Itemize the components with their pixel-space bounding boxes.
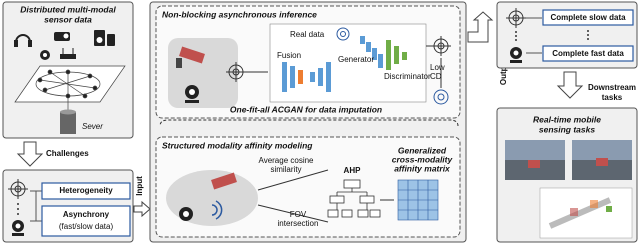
target-icon bbox=[433, 89, 449, 105]
output-item: Complete fast data bbox=[552, 49, 624, 58]
challenge-box bbox=[41, 205, 131, 237]
output-box bbox=[542, 45, 634, 62]
target-icon bbox=[506, 8, 526, 28]
challenge-item: Asynchrony bbox=[63, 210, 110, 219]
camera-icon bbox=[176, 46, 205, 68]
webcam-icon bbox=[179, 207, 193, 221]
gan-label: Discriminator bbox=[384, 72, 431, 81]
target-icon bbox=[8, 179, 28, 199]
detection-plot bbox=[539, 187, 633, 239]
sensor-blob bbox=[168, 38, 238, 108]
section-title: Non-blocking asynchronous inference bbox=[162, 9, 317, 19]
webcam-icon bbox=[12, 220, 24, 236]
diagram: Distributed multi-modal sensor data Seve… bbox=[2, 1, 638, 243]
section-title: Structured modality affinity modeling bbox=[162, 140, 313, 150]
downstream-label: tasks bbox=[602, 93, 623, 102]
connector bbox=[257, 169, 329, 191]
down-arrow bbox=[556, 71, 584, 99]
right-arrow bbox=[133, 200, 151, 218]
bracket bbox=[30, 190, 42, 222]
output-arrow bbox=[467, 11, 494, 43]
hierarchy-icon bbox=[327, 179, 381, 218]
gan-label: Fusion bbox=[277, 51, 301, 60]
dots bbox=[17, 203, 19, 215]
affinity-label: affinity matrix bbox=[394, 163, 451, 173]
gan-label: Low bbox=[430, 63, 445, 72]
affinity-label: Average cosine bbox=[259, 156, 315, 165]
gan-label: CD bbox=[430, 72, 442, 81]
challenge-item: Heterogeneity bbox=[59, 186, 113, 195]
dots bbox=[587, 30, 589, 40]
affinity-label: Generalized bbox=[398, 145, 447, 155]
webcam-icon bbox=[185, 85, 199, 103]
target-icon bbox=[431, 36, 451, 56]
affinity-label: intersection bbox=[278, 219, 319, 228]
output-label: Output bbox=[499, 59, 508, 86]
affinity-label: FOV bbox=[290, 210, 307, 219]
output-box bbox=[542, 9, 634, 26]
challenges-label: Challenges bbox=[46, 149, 89, 158]
output-item: Complete slow data bbox=[550, 13, 626, 22]
affinity-label: AHP bbox=[344, 166, 362, 175]
panel-title: Distributed multi-modal bbox=[20, 4, 116, 14]
down-arrow bbox=[16, 141, 44, 167]
downstream-label: Downstream bbox=[588, 83, 636, 92]
affinity-label: similarity bbox=[270, 165, 301, 174]
gan-label: Generator bbox=[338, 55, 374, 64]
webcam-icon bbox=[510, 47, 522, 63]
signal-icon bbox=[211, 200, 223, 220]
target-icon bbox=[336, 27, 350, 41]
panel-title: sensing tasks bbox=[539, 124, 595, 134]
server-label: Sever bbox=[82, 122, 103, 131]
network-bars bbox=[282, 36, 407, 92]
target-icon bbox=[226, 62, 246, 82]
panel-title: Real-time mobile bbox=[533, 114, 601, 124]
gan-label: Real data bbox=[290, 30, 325, 39]
challenge-item: (fast/slow data) bbox=[59, 222, 114, 231]
sensor-icons bbox=[14, 30, 115, 60]
matrix-icon bbox=[397, 179, 439, 221]
dots bbox=[515, 31, 517, 41]
server-icon bbox=[60, 109, 76, 134]
network bbox=[14, 65, 126, 110]
sensor-blob bbox=[166, 170, 258, 226]
challenge-box bbox=[41, 182, 131, 200]
connector bbox=[257, 204, 329, 223]
affinity-label: cross-modality bbox=[392, 154, 454, 164]
panel-title: sensor data bbox=[44, 14, 92, 24]
camera-icon bbox=[211, 172, 237, 190]
scene-image bbox=[505, 140, 632, 180]
input-label: Input bbox=[135, 176, 144, 196]
caption: One-fit-all ACGAN for data imputation bbox=[230, 104, 382, 114]
connector bbox=[526, 17, 542, 54]
feedback-arrow bbox=[159, 119, 459, 127]
